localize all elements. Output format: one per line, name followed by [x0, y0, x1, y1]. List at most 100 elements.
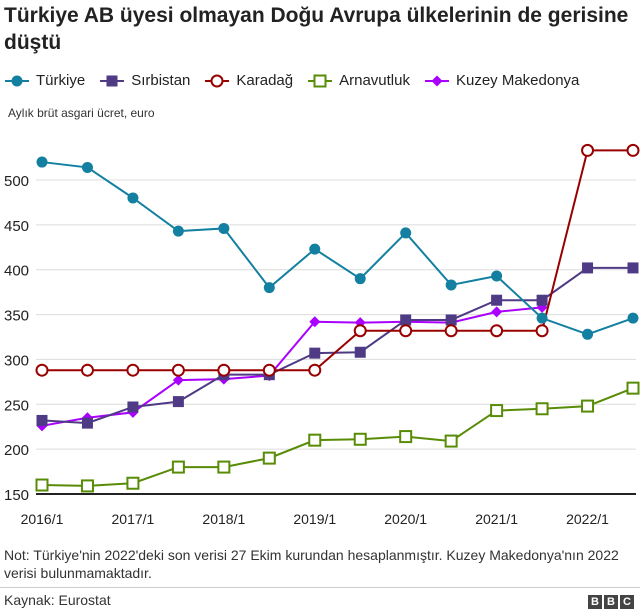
data-point — [354, 346, 366, 358]
data-point — [263, 282, 275, 294]
legend-item: Sırbistan — [99, 72, 190, 89]
data-point — [309, 316, 321, 328]
legend-label: Arnavutluk — [339, 72, 410, 89]
data-point — [35, 478, 49, 492]
data-point — [217, 460, 231, 474]
data-point — [262, 363, 276, 377]
data-point — [399, 324, 413, 338]
legend-item: Arnavutluk — [307, 72, 410, 89]
data-point — [353, 432, 367, 446]
data-point — [581, 399, 595, 413]
series-line — [41, 266, 633, 425]
y-tick-label: 400 — [4, 263, 29, 280]
line-chart: 150 200 250 300 350 400 450 500 2016/1 2017/1 2018… — [4, 143, 640, 527]
data-point — [444, 434, 458, 448]
y-tick-label: 500 — [4, 173, 29, 190]
data-point — [80, 363, 94, 377]
data-point — [126, 363, 140, 377]
series-Karadağ — [35, 143, 640, 377]
legend-marker-icon — [5, 75, 29, 86]
data-point — [81, 417, 93, 429]
series-line — [41, 306, 543, 427]
data-point — [81, 161, 93, 173]
data-point — [126, 476, 140, 490]
x-tick-label: 2019/1 — [293, 511, 336, 527]
data-point — [626, 143, 640, 157]
data-point — [353, 324, 367, 338]
legend-item: Karadağ — [204, 72, 293, 89]
source: Kaynak: Eurostat — [4, 592, 111, 608]
data-point — [354, 273, 366, 285]
data-point — [80, 479, 94, 493]
data-point — [444, 324, 458, 338]
data-point — [308, 433, 322, 447]
data-point — [309, 347, 321, 359]
y-tick-label: 300 — [4, 352, 29, 369]
data-point — [491, 306, 503, 318]
data-point — [491, 294, 503, 306]
data-point — [309, 243, 321, 255]
data-point — [581, 143, 595, 157]
legend: Türkiye Sırbistan Karadağ Arnavutluk Kuzey M… — [4, 72, 593, 89]
x-tick-label: 2021/1 — [475, 511, 518, 527]
data-point — [627, 262, 639, 274]
data-point — [172, 396, 184, 408]
x-tick-label: 2020/1 — [384, 511, 427, 527]
y-tick-label: 450 — [4, 218, 29, 235]
x-tick-label: 2017/1 — [112, 511, 155, 527]
data-point — [262, 451, 276, 465]
data-point — [172, 374, 184, 386]
legend-label: Sırbistan — [131, 72, 191, 89]
x-tick-label: 2016/1 — [21, 511, 64, 527]
series-line — [41, 387, 634, 487]
data-point — [171, 460, 185, 474]
legend-item: Türkiye — [4, 72, 85, 89]
legend-marker — [11, 75, 23, 86]
legend-label: Türkiye — [36, 72, 86, 89]
legend-label: Karadağ — [236, 72, 294, 89]
data-point — [35, 363, 49, 377]
series-line — [41, 161, 634, 336]
data-point — [127, 192, 139, 204]
legend-marker-icon — [205, 74, 230, 87]
x-tick-label: 2018/1 — [202, 511, 245, 527]
series-line — [42, 149, 633, 372]
chart-note: Not: Türkiye'nin 2022'deki son verisi 27… — [4, 547, 619, 581]
legend-marker-icon — [308, 74, 333, 87]
y-tick-label: 350 — [4, 308, 29, 325]
data-point — [491, 270, 503, 282]
legend-marker — [431, 75, 443, 86]
y-tick-label: 200 — [4, 442, 29, 459]
x-tick-label: 2022/1 — [566, 511, 609, 527]
legend-marker — [106, 75, 118, 86]
chart-title: Türkiye AB üyesi olmayan Doğu Avrupa ülk… — [4, 4, 629, 54]
series-Kuzey Makedonya — [36, 301, 548, 432]
data-point — [490, 404, 504, 418]
y-tick-label: 150 — [4, 487, 29, 504]
divider — [0, 587, 640, 588]
data-point — [400, 227, 412, 239]
data-point — [399, 430, 413, 444]
legend-label: Kuzey Makedonya — [455, 72, 580, 89]
series-Arnavutluk — [35, 381, 640, 493]
legend-item: Kuzey Makedonya — [424, 72, 579, 89]
legend-marker-icon — [424, 75, 449, 86]
data-point — [172, 225, 184, 237]
data-point — [536, 312, 548, 324]
data-point — [308, 363, 322, 377]
data-point — [400, 314, 412, 326]
data-point — [626, 381, 640, 395]
data-point — [36, 156, 48, 168]
y-tick-label: 250 — [4, 397, 29, 414]
data-point — [582, 262, 594, 274]
legend-marker-icon — [100, 75, 125, 86]
data-point — [171, 363, 185, 377]
data-point — [445, 279, 457, 291]
data-point — [535, 324, 549, 338]
data-point — [445, 314, 457, 326]
legend-marker — [210, 74, 224, 87]
data-point — [535, 402, 549, 416]
data-point — [36, 414, 48, 426]
chart-subtitle: Aylık brüt asgari ücret, euro — [8, 106, 155, 120]
